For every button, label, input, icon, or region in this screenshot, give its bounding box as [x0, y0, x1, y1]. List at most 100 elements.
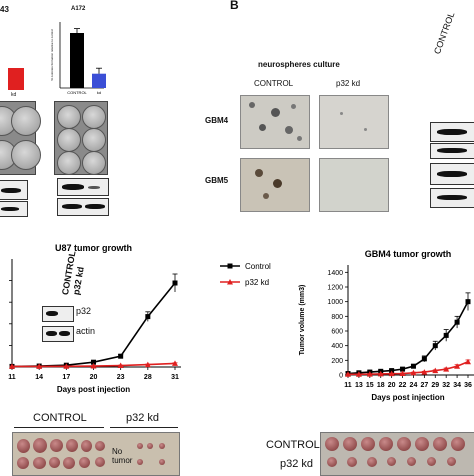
u87-point	[144, 361, 151, 368]
gbm4-y-tick-label: 0	[339, 373, 343, 380]
tumor-left-divider-1	[14, 427, 104, 428]
a172-y-label: % colonies formation relative to control	[50, 29, 54, 81]
legend-label: p32 kd	[245, 278, 269, 287]
gbm4-series-line-0	[347, 301, 469, 375]
gbm4-x-tick-label: 29	[431, 382, 439, 389]
fragment-blot-2	[0, 201, 28, 217]
gbm4-point	[400, 366, 406, 372]
u87-point	[9, 363, 15, 369]
u87-legend: Control p32 kd	[220, 262, 271, 287]
gbm4-point	[410, 363, 416, 369]
fragment-blot-1	[0, 180, 28, 200]
gbm4-growth-chart: GBM4 tumor growth 0 200 400 600 800 1000 1200 14…	[299, 249, 474, 402]
gbm4-point	[377, 370, 384, 377]
tumor-photo-left	[12, 432, 180, 476]
a172-title: A172	[71, 6, 86, 12]
gbm4-y-tick-label: 400	[331, 343, 343, 350]
gbm4-x-tick-label: 36	[464, 382, 472, 389]
a172-bar	[70, 33, 84, 88]
gbm4-x-tick-label: 13	[355, 382, 363, 389]
gbm4-point	[345, 371, 351, 377]
gbm4-point	[465, 299, 471, 305]
tumor-photo-right	[320, 432, 474, 476]
gbm4-point	[454, 363, 461, 369]
u87-growth-chart: U87 tumor growth 11 14 17 20 23 28 31 Days post …	[8, 243, 181, 394]
u87-point	[172, 360, 178, 366]
tumor-left-p32kd-label: p32 kd	[126, 412, 160, 424]
u87-inset-row-p32: p32	[76, 306, 92, 316]
u87-point	[172, 280, 178, 286]
u87-point	[145, 314, 151, 320]
gbm4-point	[443, 366, 450, 372]
right-blot-2	[430, 143, 474, 159]
u87-x-tick-label: 28	[144, 374, 152, 381]
u87-x-label: Days post injection	[57, 385, 130, 394]
gbm4-point	[410, 369, 417, 376]
gbm4-y-tick-label: 200	[331, 358, 343, 365]
right-blot-3	[430, 163, 474, 185]
u87-inset-row-actin: actin	[76, 326, 96, 336]
u87-point	[117, 362, 124, 369]
gbm4-x-label: Days post injection	[371, 393, 444, 402]
gbm4-x-tick-label: 15	[366, 382, 374, 389]
gbm4-y-tick-label: 800	[331, 314, 343, 321]
neuro-row-gbm5: GBM5	[205, 176, 229, 185]
gbm4-point	[399, 370, 406, 377]
a172-blot-p32	[57, 178, 109, 196]
gbm4-point	[388, 370, 395, 377]
gbm4-x-tick-label: 24	[410, 382, 418, 389]
a172-x-tick-label: kd	[97, 90, 101, 95]
gbm4-point	[443, 332, 449, 338]
gbm4-point	[432, 343, 438, 349]
gbm4-x-tick-label: 20	[388, 382, 396, 389]
gbm4-y-tick-label: 1400	[327, 270, 343, 277]
a172-colony-plate	[54, 101, 108, 175]
u87-x-tick-label: 23	[117, 374, 125, 381]
u87-point	[63, 363, 70, 369]
gbm4-point	[421, 369, 428, 375]
fragment-colony-plate	[0, 101, 41, 175]
a172-bar-chart: % colonies formation relative to control…	[50, 22, 106, 95]
panel-fragment-label: 43	[0, 5, 9, 14]
gbm4-x-tick-label: 22	[399, 382, 407, 389]
neuro-col-p32kd: p32 kd	[336, 79, 361, 88]
a172-blot-actin	[57, 198, 109, 216]
tumor-left-divider-2	[110, 427, 178, 428]
tumor-left-control-label: CONTROL	[33, 412, 87, 424]
gbm4-point	[421, 356, 427, 362]
neuro-col-control: CONTROL	[254, 79, 294, 88]
neuro-gbm5-control	[240, 158, 310, 212]
u87-title: U87 tumor growth	[55, 243, 132, 253]
gbm4-y-label: Tumor volume (mm3)	[299, 285, 306, 356]
u87-x-tick-label: 11	[8, 374, 16, 381]
right-blot-1	[430, 122, 474, 142]
u87-x-tick-label: 14	[35, 374, 43, 381]
neurospheres-title: neurospheres culture	[258, 60, 340, 69]
fragment-bar-red	[8, 68, 24, 90]
gbm4-point	[366, 371, 373, 377]
gbm4-y-tick-label: 1200	[327, 285, 343, 292]
legend-marker	[227, 263, 233, 269]
gbm4-x-tick-label: 11	[344, 382, 352, 389]
u87-x-tick-label: 20	[90, 374, 98, 381]
neuro-gbm4-control	[240, 95, 310, 149]
gbm4-y-tick-label: 600	[331, 329, 343, 336]
gbm4-point	[465, 358, 471, 365]
u87-x-tick-label: 17	[62, 374, 70, 381]
gbm4-point	[432, 367, 439, 374]
neuro-gbm4-p32kd	[319, 95, 389, 149]
a172-x-tick-label: CONTROL	[67, 90, 87, 95]
u87-point	[90, 363, 97, 369]
gbm4-y-tick-label: 1000	[327, 299, 343, 306]
gbm4-point	[454, 319, 460, 325]
a172-bar	[92, 73, 106, 88]
gbm4-x-tick-label: 27	[420, 382, 428, 389]
gbm4-x-tick-label: 34	[453, 382, 461, 389]
legend-marker	[227, 279, 233, 285]
gbm4-x-tick-label: 18	[377, 382, 385, 389]
neuro-row-gbm4: GBM4	[205, 116, 229, 125]
legend-label: Control	[245, 262, 271, 271]
gbm4-point	[389, 368, 395, 374]
no-tumor-label: No tumor	[112, 447, 133, 465]
panel-b-letter: B	[230, 0, 239, 12]
